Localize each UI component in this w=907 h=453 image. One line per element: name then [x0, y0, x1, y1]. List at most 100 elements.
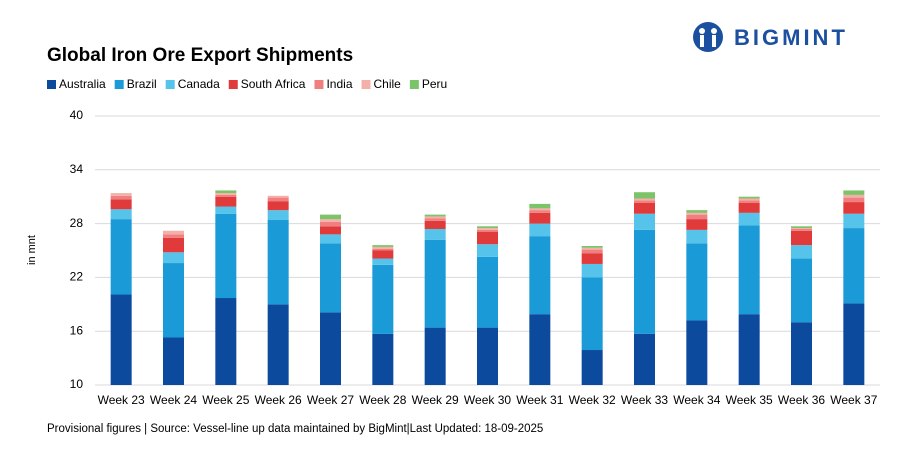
bar-segment: [634, 192, 655, 199]
bar-segment: [738, 225, 760, 315]
bar-segment: [791, 258, 812, 323]
bar-segment: [163, 252, 184, 264]
bar-segment: [477, 256, 498, 328]
logo: BIGMINT: [693, 22, 848, 52]
bar-segment: [843, 228, 865, 304]
logo-icon: [693, 22, 723, 52]
x-tick-label: Week 28: [359, 393, 406, 407]
bar-segment: [738, 198, 760, 201]
bar-segment: [791, 228, 812, 229]
y-tick-label: 16: [70, 323, 84, 337]
bar-segment: [372, 264, 394, 334]
bar-segment: [843, 303, 865, 385]
bar-segment: [372, 258, 394, 265]
bar-segment: [477, 226, 498, 229]
bar-segment: [634, 202, 655, 214]
bar-segment: [791, 245, 812, 259]
legend-swatch: [361, 80, 371, 89]
bar-segment: [163, 234, 184, 238]
legend-swatch: [114, 80, 124, 89]
bar-segment: [791, 226, 812, 229]
bar-segment: [581, 277, 603, 351]
bar-segment: [529, 212, 551, 224]
bar-segment: [738, 314, 760, 385]
bar-segment: [738, 202, 760, 213]
legend-label: Canada: [178, 77, 220, 91]
legend-swatch: [409, 80, 419, 89]
bar-segment: [372, 333, 394, 385]
bar-segment: [163, 337, 184, 385]
bar-segment: [215, 190, 237, 194]
bar-segment: [320, 226, 341, 235]
bar-segment: [215, 213, 237, 299]
brand: BIGMINT: [734, 25, 848, 50]
bar-segment: [215, 298, 237, 385]
bar-segment: [163, 237, 184, 253]
bar-segment: [424, 216, 446, 219]
bar-segment: [738, 212, 760, 226]
x-tick-label: Week 26: [255, 393, 302, 407]
bar-segment: [686, 229, 708, 244]
legend-swatch: [165, 80, 175, 89]
bar-segment: [791, 230, 812, 246]
bar-segment: [372, 250, 394, 259]
bar-segment: [267, 220, 289, 305]
bar-segment: [267, 201, 289, 211]
x-tick-label: Week 24: [150, 393, 197, 407]
legend-swatch: [228, 80, 238, 89]
bar-segment: [686, 214, 708, 220]
bar-segment: [477, 231, 498, 245]
bar-segment: [267, 304, 289, 385]
logo-icon: [700, 35, 704, 47]
bar-segment: [424, 218, 446, 221]
x-tick-label: Week 33: [621, 393, 668, 407]
y-axis-label: in mnt: [26, 235, 38, 265]
legend-label: South Africa: [241, 77, 306, 91]
y-tick-label: 22: [70, 270, 84, 284]
footer: Provisional figures | Source: Vessel-lin…: [47, 423, 543, 435]
bar-segment: [320, 214, 341, 220]
x-tick-label: Week 31: [516, 393, 563, 407]
chart-title: Global Iron Ore Export Shipments: [47, 45, 353, 66]
bar-segment: [581, 263, 603, 278]
legend-label: India: [326, 77, 352, 91]
bar-segment: [424, 214, 446, 217]
bar-segment: [424, 228, 446, 240]
y-tick-label: 28: [70, 216, 84, 230]
bar-segment: [424, 239, 446, 328]
bar-segment: [529, 223, 551, 237]
bar-segment: [424, 220, 446, 229]
bar-segment: [529, 203, 551, 209]
bar-segment: [110, 195, 132, 200]
bar-segment: [791, 322, 812, 385]
x-tick-label: Week 29: [412, 393, 459, 407]
bar-segment: [215, 196, 237, 207]
logo-icon: [712, 35, 716, 47]
bar-segment: [686, 219, 708, 230]
bar-segment: [843, 202, 865, 214]
x-tick-label: Week 32: [569, 393, 616, 407]
bar-segment: [110, 294, 132, 385]
logo-icon: [699, 28, 705, 34]
legend-swatch: [47, 80, 56, 89]
logo-icon: [711, 28, 717, 34]
bar-segment: [163, 263, 184, 338]
bar-segment: [529, 210, 551, 213]
bar-segment: [372, 245, 394, 247]
bar-segment: [267, 210, 289, 221]
bar-segment: [686, 320, 708, 385]
x-tick-label: Week 36: [778, 393, 825, 407]
bar-segment: [372, 246, 394, 249]
bar-segment: [477, 229, 498, 232]
y-tick-label: 10: [70, 377, 84, 391]
bar-segment: [267, 195, 289, 198]
legend-label: Peru: [422, 77, 447, 91]
bar-segment: [686, 212, 708, 215]
legend-swatch: [314, 80, 324, 89]
bar-segment: [634, 198, 655, 201]
bar-segment: [477, 228, 498, 230]
bar-segment: [581, 247, 603, 250]
bar-segment: [320, 234, 341, 244]
